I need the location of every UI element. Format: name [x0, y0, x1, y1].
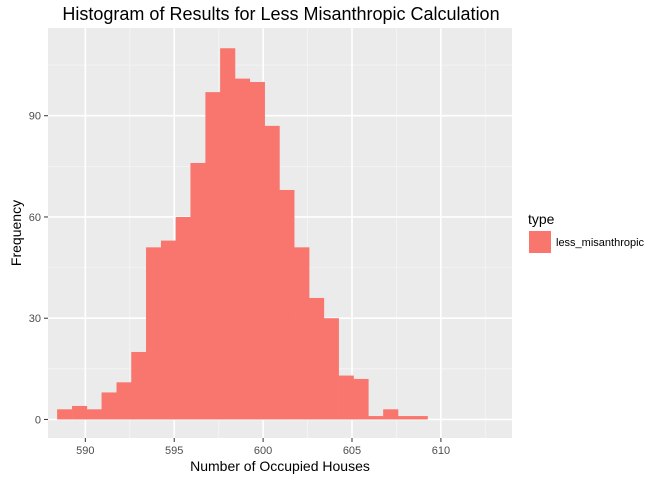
- y-axis-title: Frequency: [8, 200, 24, 266]
- x-axis-title: Number of Occupied Houses: [190, 458, 370, 474]
- histogram-bar: [146, 247, 162, 420]
- x-tick-label: 595: [165, 445, 183, 457]
- y-tick-label: 90: [29, 111, 41, 123]
- histogram-bar: [116, 382, 132, 420]
- histogram-bar: [383, 409, 399, 420]
- histogram-bars: [57, 48, 428, 420]
- histogram-bar: [279, 189, 295, 420]
- histogram-bar: [353, 378, 369, 420]
- histogram-bar: [72, 405, 88, 420]
- histogram-bar: [294, 247, 310, 420]
- histogram-bar: [323, 318, 339, 420]
- x-tick-label: 610: [432, 445, 450, 457]
- histogram-bar: [86, 409, 102, 420]
- histogram-bar: [412, 416, 428, 420]
- y-tick-label: 30: [29, 313, 41, 325]
- histogram-bar: [234, 78, 251, 420]
- axis-ticks: 590 595 600 605 610 0 30 60 90: [29, 111, 450, 457]
- legend-key-less-misanthropic: [529, 231, 551, 253]
- histogram-bar: [175, 216, 191, 420]
- histogram-bar: [205, 92, 221, 420]
- y-tick-label: 60: [29, 212, 41, 224]
- histogram-bar: [338, 375, 354, 420]
- histogram-bar: [101, 392, 117, 420]
- histogram-bar: [397, 416, 414, 420]
- histogram-bar: [249, 81, 265, 420]
- histogram-bar: [190, 162, 206, 420]
- legend-label-less-misanthropic: less_misanthropic: [556, 237, 645, 249]
- histogram-bar: [309, 297, 325, 420]
- histogram-bar: [57, 409, 73, 420]
- histogram-bar: [368, 416, 384, 420]
- legend-title: type: [528, 211, 555, 227]
- chart-title: Histogram of Results for Less Misanthrop…: [62, 4, 499, 24]
- histogram-bar: [131, 351, 147, 420]
- x-tick-label: 605: [343, 445, 361, 457]
- legend: type less_misanthropic: [528, 211, 645, 253]
- histogram-bar: [160, 240, 177, 420]
- histogram-bar: [264, 125, 280, 420]
- x-tick-label: 600: [254, 445, 272, 457]
- histogram-bar: [220, 48, 236, 420]
- y-tick-label: 0: [35, 414, 41, 426]
- x-tick-label: 590: [76, 445, 94, 457]
